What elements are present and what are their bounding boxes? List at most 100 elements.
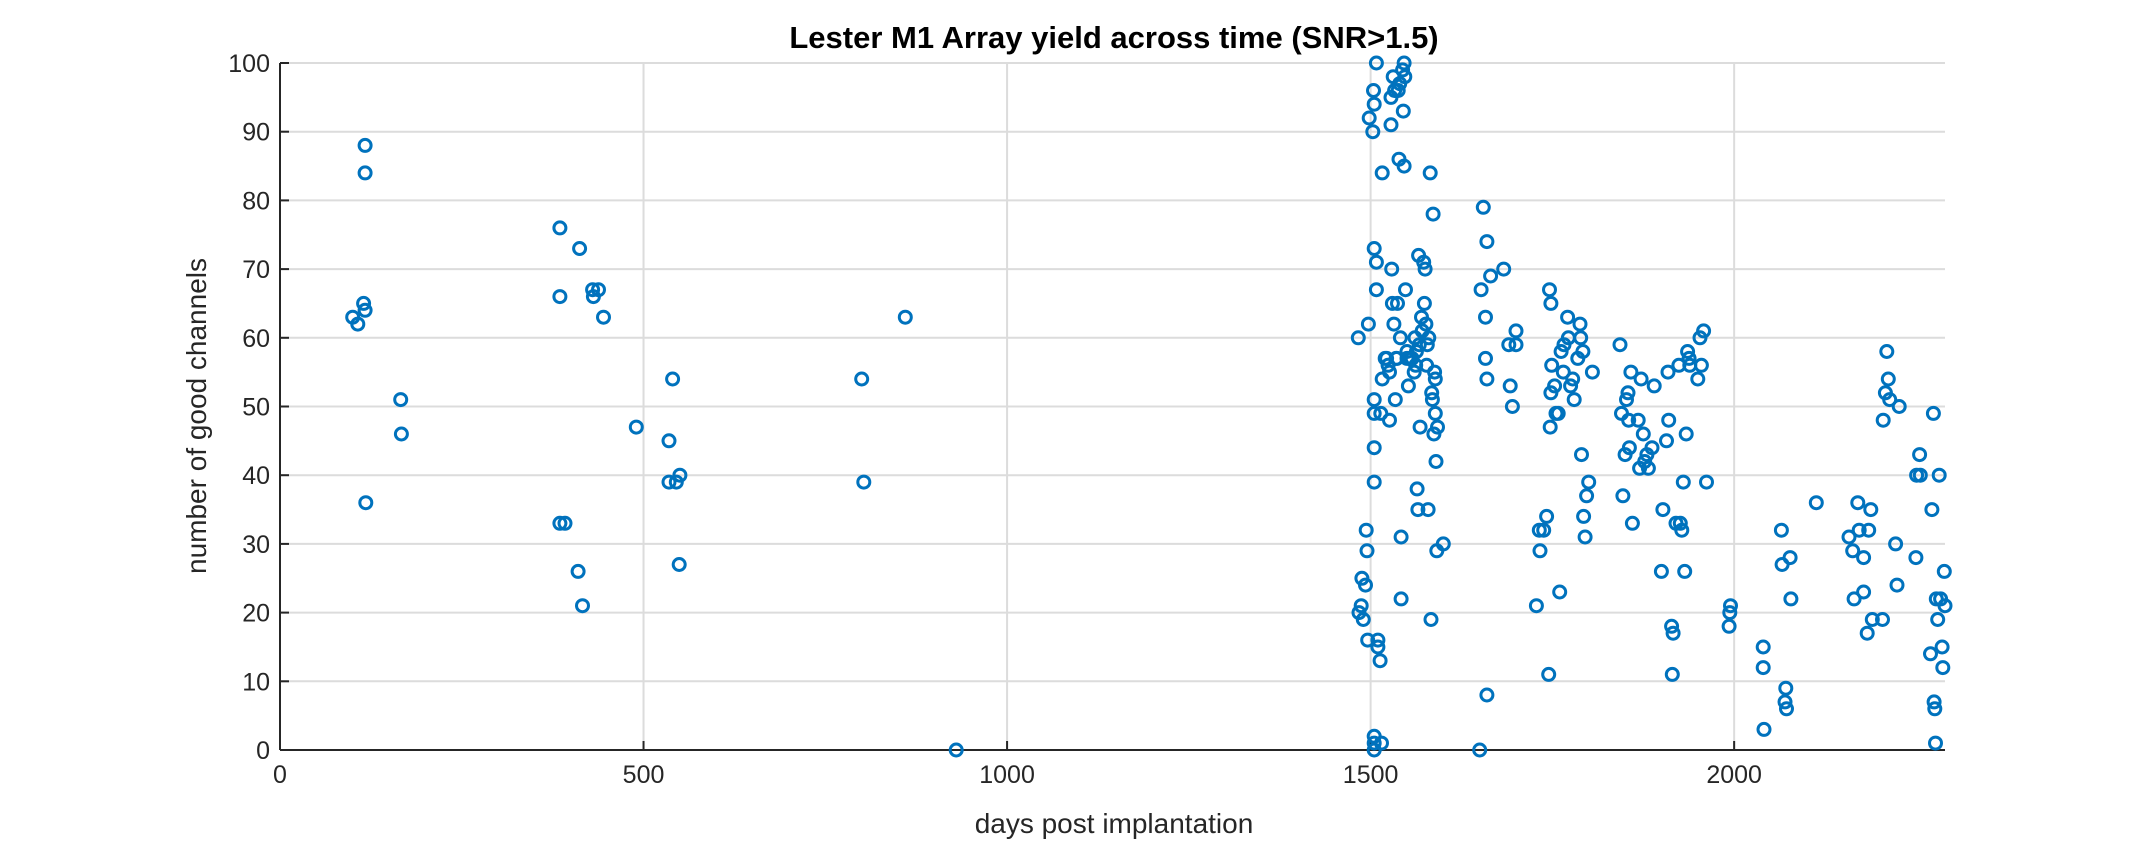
data-point xyxy=(1619,392,1634,408)
data-point xyxy=(1384,261,1400,277)
data-point xyxy=(1863,502,1879,518)
data-point xyxy=(1427,364,1443,380)
data-point xyxy=(1396,55,1412,71)
data-point xyxy=(1653,563,1669,579)
data-point xyxy=(1368,55,1384,71)
data-point xyxy=(1552,584,1568,600)
data-point xyxy=(1851,522,1867,538)
y-tick-label: 50 xyxy=(242,394,270,422)
data-point xyxy=(1478,309,1493,325)
data-point xyxy=(1395,62,1411,78)
data-point xyxy=(1678,426,1694,442)
data-point xyxy=(1908,550,1924,566)
data-point xyxy=(393,392,409,408)
label-layer: Lester M1 Array yield across time (SNR>1… xyxy=(181,20,1439,839)
data-point xyxy=(1400,378,1416,394)
data-point xyxy=(1398,282,1413,298)
data-point xyxy=(356,295,372,311)
data-point xyxy=(1508,323,1524,339)
data-point xyxy=(552,289,568,305)
data-point xyxy=(1621,440,1637,456)
chart-title: Lester M1 Array yield across time (SNR>1… xyxy=(789,20,1438,55)
data-point xyxy=(1755,660,1771,676)
data-point xyxy=(1630,412,1646,428)
data-point xyxy=(1861,522,1877,538)
data-point xyxy=(1479,687,1495,703)
data-point xyxy=(1353,598,1369,614)
data-point xyxy=(1563,378,1579,394)
data-point xyxy=(1501,337,1517,353)
data-point xyxy=(1644,440,1660,456)
data-point xyxy=(1424,385,1440,401)
data-point xyxy=(1409,481,1425,497)
data-point xyxy=(1422,165,1438,181)
data-point xyxy=(1386,316,1402,332)
data-point xyxy=(1635,426,1651,442)
data-point xyxy=(1360,632,1376,648)
data-point xyxy=(1633,371,1649,387)
data-point xyxy=(672,467,688,483)
data-point xyxy=(661,474,677,490)
data-point xyxy=(1368,254,1384,270)
data-point xyxy=(1528,598,1544,614)
data-point xyxy=(1937,598,1953,614)
data-point xyxy=(1361,110,1377,126)
y-tick-label: 70 xyxy=(242,256,270,284)
data-point xyxy=(1370,632,1386,648)
data-point xyxy=(1891,399,1907,414)
data-point xyxy=(1417,261,1433,277)
data-point xyxy=(1661,412,1677,428)
data-point xyxy=(1566,392,1582,408)
data-point xyxy=(1421,330,1437,346)
x-tick-label: 0 xyxy=(273,761,287,789)
data-point xyxy=(1504,399,1520,414)
y-tick-label: 90 xyxy=(242,119,270,147)
x-tick-label: 1000 xyxy=(979,761,1035,789)
data-point xyxy=(1624,515,1640,531)
data-point xyxy=(665,371,681,387)
y-tick-label: 30 xyxy=(242,531,270,559)
data-point xyxy=(1778,680,1794,696)
data-point xyxy=(1365,124,1381,140)
data-point xyxy=(1366,241,1382,256)
data-point xyxy=(1366,96,1382,112)
data-point xyxy=(1575,344,1591,359)
data-point xyxy=(1664,666,1680,682)
data-point xyxy=(1359,543,1375,559)
data-point xyxy=(1565,371,1581,387)
y-tick-label: 80 xyxy=(242,187,270,215)
data-point xyxy=(1773,522,1789,538)
data-point xyxy=(1544,357,1560,373)
data-point xyxy=(1368,282,1384,298)
data-point xyxy=(357,137,373,153)
data-point xyxy=(856,474,872,490)
data-point xyxy=(1542,282,1557,298)
data-point xyxy=(1392,330,1408,346)
data-point xyxy=(1930,612,1946,627)
data-point xyxy=(1390,295,1405,311)
data-point xyxy=(1350,330,1366,346)
data-point xyxy=(1366,405,1382,421)
data-point xyxy=(1845,543,1861,559)
data-point xyxy=(1416,254,1432,270)
data-point xyxy=(1665,625,1681,641)
data-point xyxy=(1425,206,1441,222)
data-point xyxy=(1547,378,1563,394)
data-point xyxy=(1879,344,1895,359)
data-point xyxy=(1370,639,1386,655)
data-point xyxy=(1424,392,1440,408)
data-point xyxy=(1536,522,1552,538)
data-point xyxy=(350,316,366,332)
data-point xyxy=(1393,529,1409,545)
grid-layer xyxy=(280,62,1945,750)
data-point xyxy=(1483,268,1499,284)
data-point xyxy=(1379,350,1395,366)
data-point xyxy=(1681,350,1697,366)
data-point xyxy=(1542,419,1558,435)
data-point xyxy=(1723,598,1738,614)
data-point xyxy=(1875,612,1890,627)
data-point xyxy=(1472,742,1488,758)
